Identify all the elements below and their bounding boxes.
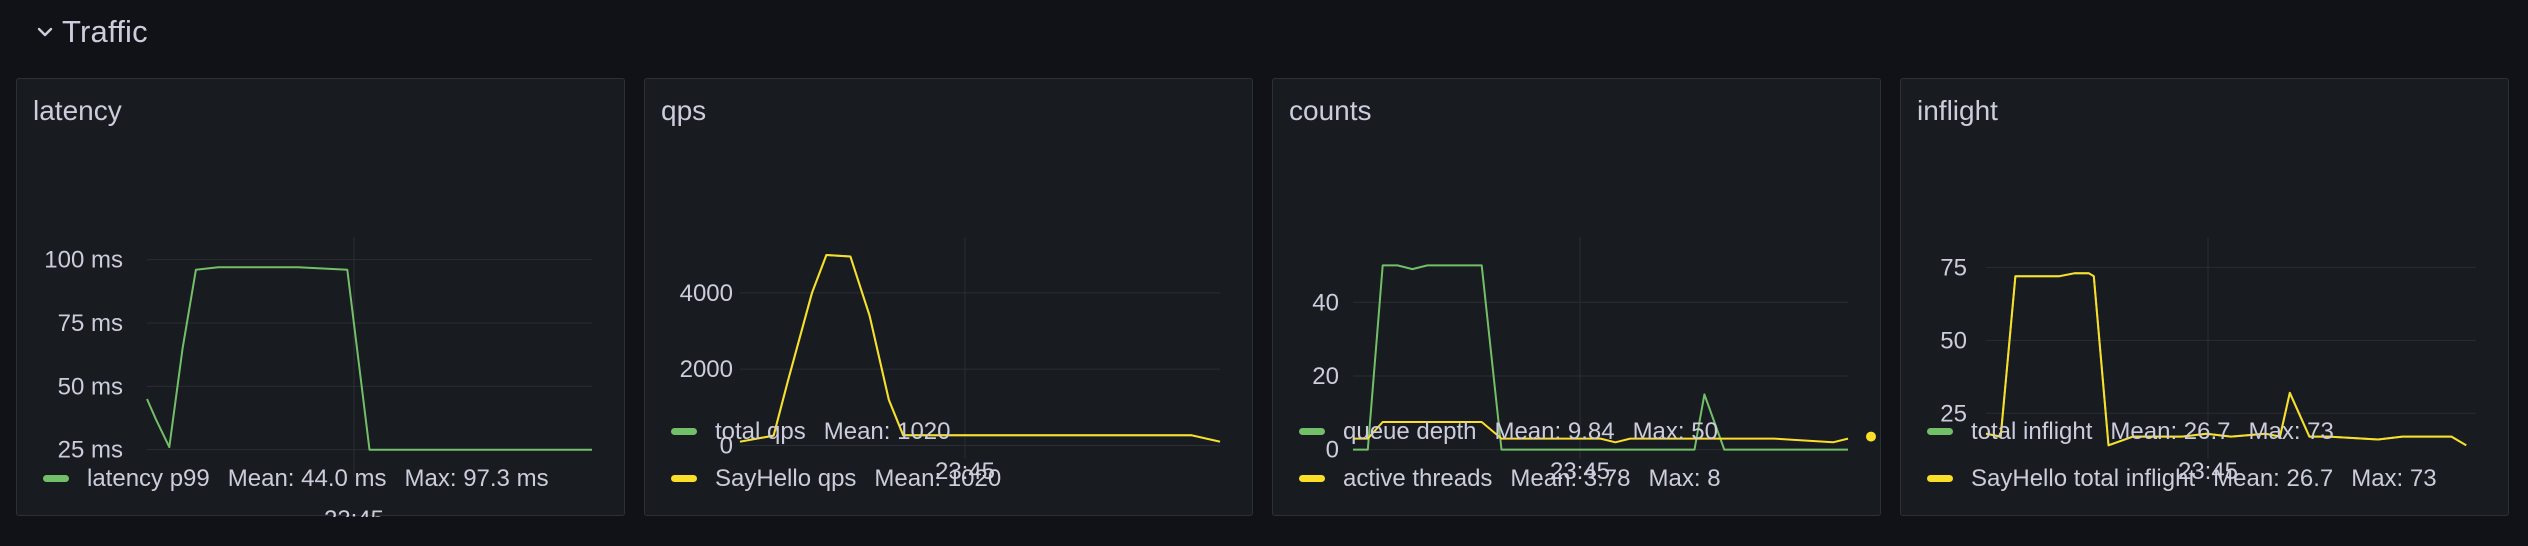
legend-series-name: active threads [1343, 464, 1493, 492]
series-line-total-qps [739, 254, 1221, 443]
y-tick-label: 2000 [680, 356, 733, 383]
legend-mean: Mean: 9.84 [1494, 417, 1615, 445]
series-line-latency-p99 [146, 266, 592, 451]
legend-mean: Mean: 26.7 [2110, 417, 2231, 445]
legend-series-name: SayHello total inflight [1971, 464, 2196, 492]
legend-max: Max: 73 [2248, 417, 2334, 445]
legend-swatch [1927, 475, 1953, 482]
panel-qps[interactable]: qps 0 2000 4000 23:45 total qps Mean: 1020 … [644, 78, 1253, 516]
legend-series-name: total inflight [1971, 417, 2093, 445]
y-tick-label: 100 ms [44, 247, 123, 274]
panel-title: inflight [1917, 95, 1998, 126]
qps-chart: 0 2000 4000 23:45 [680, 237, 1221, 485]
chevron-down-icon [37, 27, 53, 37]
legend: total inflight Mean: 26.7 Max: 73 SayHel… [1927, 416, 2437, 494]
legend-swatch [1927, 428, 1953, 435]
panel-latency[interactable]: latency 25 ms 50 ms 75 ms 100 ms 23:45 laten… [16, 78, 625, 517]
legend-series-name: SayHello qps [715, 464, 857, 492]
y-tick-label: 4000 [680, 280, 733, 307]
legend-mean: Mean: 44.0 ms [227, 464, 387, 492]
legend-item-total-inflight[interactable]: total inflight Mean: 26.7 Max: 73 [1927, 416, 2437, 447]
y-tick-label: 0 [720, 433, 733, 460]
x-tick-label: 23:45 [935, 458, 995, 485]
legend-item-sayhello-qps[interactable]: SayHello qps Mean: 1020 [671, 463, 1001, 494]
inflight-chart: 25 50 75 23:45 [1940, 237, 2476, 485]
y-tick-label: 25 ms [58, 437, 123, 464]
legend: latency p99 Mean: 44.0 ms Max: 97.3 ms [43, 463, 549, 494]
legend-item-sayhello-total-inflight[interactable]: SayHello total inflight Mean: 26.7 Max: … [1927, 463, 2437, 494]
series-line-sayhello-total-inflight [1985, 272, 2467, 447]
legend-mean: Mean: 3.78 [1510, 464, 1631, 492]
legend-mean: Mean: 26.7 [2213, 464, 2334, 492]
legend-max: Max: 8 [1648, 464, 1721, 492]
legend-mean: Mean: 1020 [823, 417, 951, 445]
legend-item-total-qps[interactable]: total qps Mean: 1020 [671, 416, 1001, 447]
legend-series-name: latency p99 [87, 464, 210, 492]
legend-item-latency-p99[interactable]: latency p99 Mean: 44.0 ms Max: 97.3 ms [43, 463, 549, 494]
legend-swatch [671, 475, 697, 482]
x-tick-label: 23:45 [324, 506, 384, 517]
legend-swatch [1299, 428, 1325, 435]
series-line-queue-depth [1353, 264, 1848, 451]
y-tick-label: 25 [1940, 400, 1967, 427]
legend-item-queue-depth[interactable]: queue depth Mean: 9.84 Max: 50 [1299, 416, 1721, 447]
legend-swatch [671, 428, 697, 435]
y-tick-label: 50 ms [58, 373, 123, 400]
legend-item-active-threads[interactable]: active threads Mean: 3.78 Max: 8 [1299, 463, 1721, 494]
legend-mean: Mean: 1020 [874, 464, 1002, 492]
legend-series-name: total qps [715, 417, 806, 445]
x-tick-label: 23:45 [2178, 458, 2238, 485]
legend-max: Max: 97.3 ms [404, 464, 549, 492]
panel-title: counts [1289, 95, 1372, 126]
series-line-active-threads [1353, 421, 1849, 444]
legend-swatch [43, 475, 69, 482]
panel-title: latency [33, 95, 122, 126]
series-line-sayhello-qps [739, 254, 1221, 443]
y-tick-label: 20 [1312, 363, 1339, 390]
legend-max: Max: 50 [1632, 417, 1718, 445]
counts-chart: 0 20 40 23:45 [1312, 237, 1876, 485]
panel-title: qps [661, 95, 707, 126]
latency-chart: 25 ms 50 ms 75 ms 100 ms 23:45 [44, 237, 592, 517]
y-tick-label: 40 [1312, 289, 1339, 316]
legend-max: Max: 73 [2351, 464, 2437, 492]
y-tick-label: 50 [1940, 327, 1967, 354]
row-title: Traffic [62, 14, 148, 49]
panel-counts[interactable]: counts 0 20 40 23:45 queue depth Mean: 9.84… [1272, 78, 1881, 516]
y-tick-label: 75 ms [58, 310, 123, 337]
legend-swatch [1299, 475, 1325, 482]
legend-series-name: queue depth [1343, 417, 1477, 445]
y-tick-label: 0 [1326, 437, 1339, 464]
legend: queue depth Mean: 9.84 Max: 50 active th… [1299, 416, 1721, 494]
panel-inflight[interactable]: inflight 25 50 75 23:45 total inflight Mean… [1900, 78, 2509, 516]
x-tick-label: 23:45 [1550, 458, 1610, 485]
legend: total qps Mean: 1020 SayHello qps Mean: … [671, 416, 1001, 494]
y-tick-label: 75 [1940, 254, 1967, 281]
row-collapse-toggle[interactable]: Traffic [34, 8, 148, 56]
series-point-active-threads [1866, 431, 1876, 442]
